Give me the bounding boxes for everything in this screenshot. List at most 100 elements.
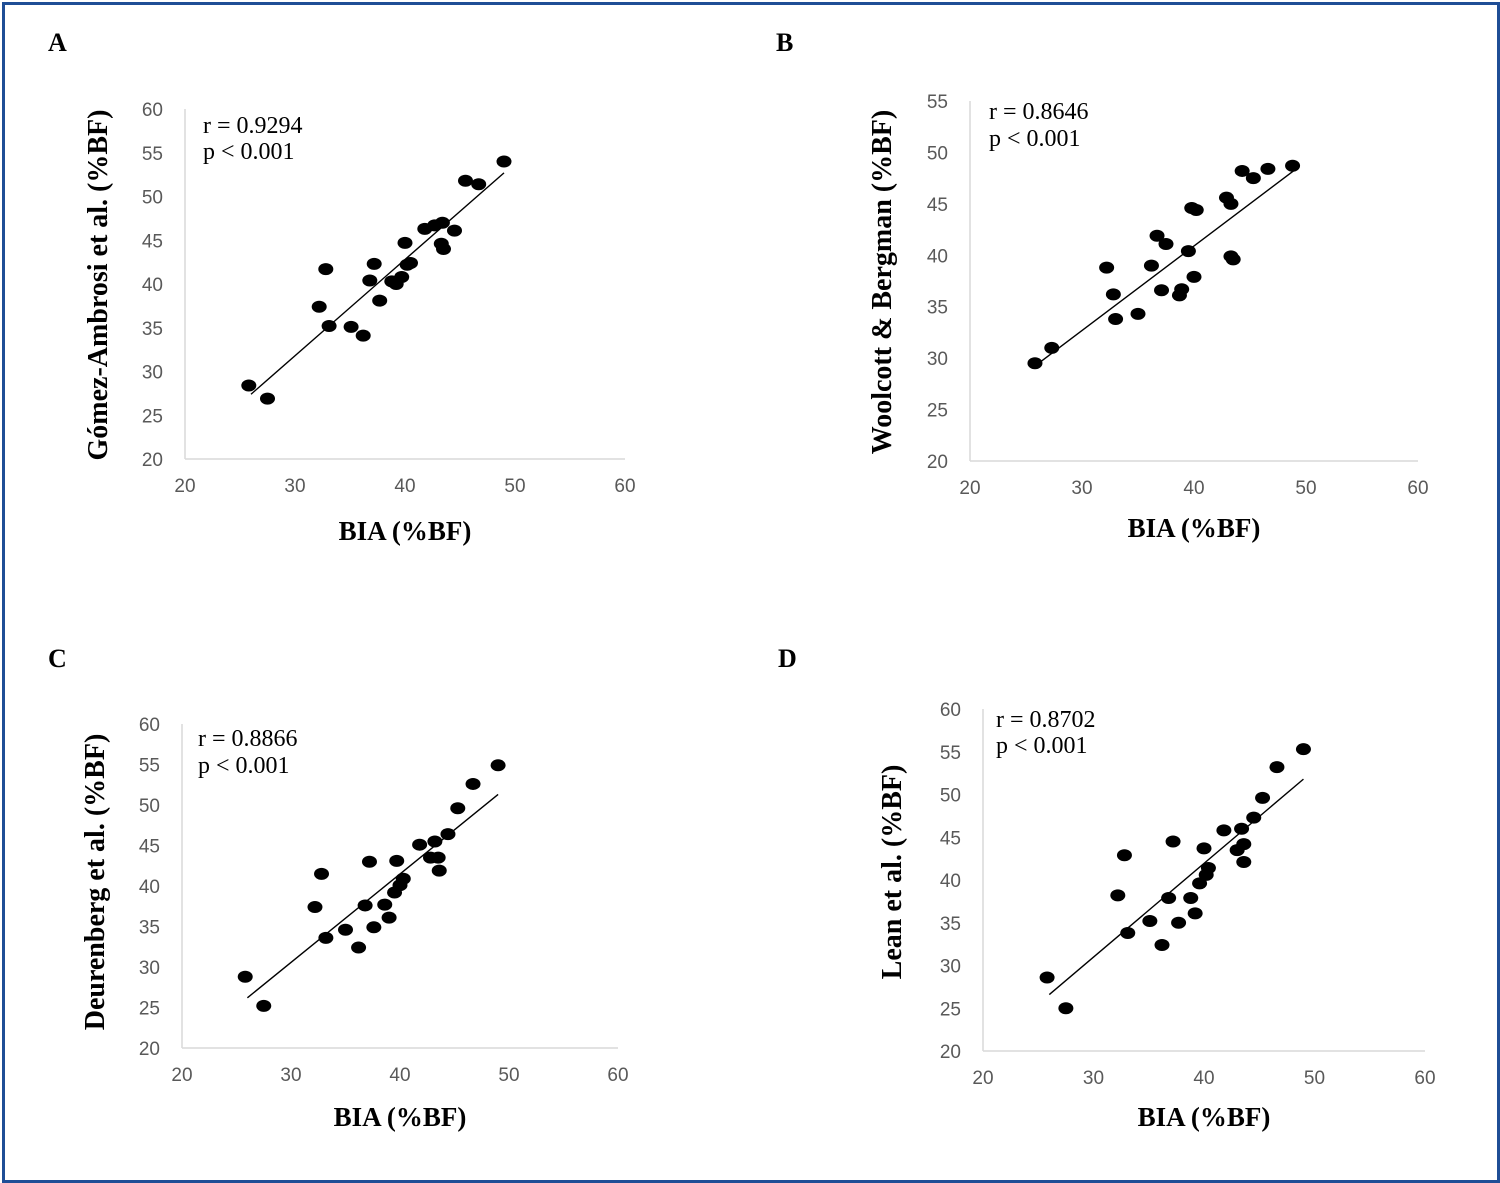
- panel-letter-b: B: [776, 28, 794, 57]
- y-tick-label: 45: [142, 231, 163, 252]
- data-point: [389, 854, 405, 867]
- data-point: [1196, 842, 1212, 855]
- data-point: [311, 300, 327, 313]
- y-tick-label: 20: [940, 1042, 961, 1063]
- data-point: [377, 898, 393, 911]
- data-point: [1058, 1002, 1074, 1015]
- x-tick-label: 50: [504, 476, 525, 497]
- x-tick-label: 50: [1304, 1068, 1325, 1089]
- data-point: [1188, 204, 1204, 217]
- data-point: [355, 329, 371, 342]
- y-tick-label: 50: [940, 786, 961, 807]
- panel-letter-c: C: [48, 644, 67, 673]
- data-point: [362, 274, 378, 287]
- x-tick-label: 20: [959, 478, 980, 499]
- data-point: [381, 911, 397, 924]
- y-tick-label: 30: [940, 957, 961, 978]
- x-tick-label: 20: [174, 476, 195, 497]
- y-tick-label: 30: [142, 363, 163, 384]
- data-point: [1161, 891, 1177, 904]
- y-tick-label: 30: [927, 349, 948, 370]
- data-point: [321, 320, 337, 332]
- data-point: [1183, 891, 1199, 904]
- data-point: [343, 320, 359, 333]
- x-tick-label: 40: [394, 476, 415, 497]
- y-tick-label: 30: [139, 958, 160, 979]
- data-point: [1246, 811, 1262, 824]
- panel-letter-a: A: [48, 28, 67, 57]
- y-tick-label: 60: [142, 100, 163, 121]
- y-tick-label: 50: [142, 188, 163, 209]
- x-tick-label: 30: [1083, 1068, 1104, 1089]
- y-tick-label: 25: [142, 406, 163, 427]
- data-point: [1130, 307, 1146, 320]
- x-tick-label: 40: [1183, 478, 1204, 499]
- data-point: [431, 864, 447, 877]
- x-tick-label: 30: [280, 1065, 301, 1086]
- p-value-annotation: p < 0.001: [203, 139, 295, 165]
- y-tick-label: 45: [940, 828, 961, 849]
- x-axis-label: BIA (%BF): [339, 516, 472, 546]
- y-tick-label: 35: [927, 298, 948, 319]
- data-point: [318, 931, 334, 944]
- data-point: [1039, 971, 1055, 984]
- y-tick-label: 20: [142, 450, 163, 471]
- data-point: [1174, 283, 1190, 296]
- data-point: [496, 155, 512, 168]
- data-point: [427, 835, 443, 848]
- data-point: [256, 999, 272, 1012]
- data-point: [1171, 916, 1187, 929]
- data-point: [1234, 164, 1250, 177]
- data-point: [430, 851, 446, 864]
- data-point: [1044, 341, 1060, 354]
- y-axis-label: Deurenberg et al. (%BF): [80, 734, 111, 1031]
- data-point: [338, 923, 353, 936]
- x-tick-label: 60: [1414, 1068, 1435, 1089]
- data-point: [1192, 877, 1208, 890]
- trendline: [1036, 169, 1296, 365]
- x-tick-label: 50: [1295, 478, 1316, 499]
- data-point: [1165, 835, 1181, 848]
- x-tick-label: 60: [607, 1065, 628, 1086]
- y-tick-label: 40: [139, 877, 160, 898]
- data-point: [1269, 761, 1285, 774]
- x-tick-label: 40: [1193, 1068, 1214, 1089]
- y-tick-label: 55: [940, 743, 961, 764]
- x-axis-label: BIA (%BF): [1138, 1102, 1271, 1132]
- y-axis-label: Gómez-Ambrosi et al. (%BF): [83, 110, 114, 461]
- data-point: [1027, 357, 1043, 370]
- data-point: [1110, 889, 1126, 902]
- data-point: [465, 777, 481, 790]
- data-point: [351, 941, 367, 954]
- data-point: [1223, 197, 1239, 210]
- y-tick-label: 60: [940, 700, 961, 721]
- x-tick-label: 20: [972, 1068, 993, 1089]
- data-point: [241, 379, 257, 392]
- p-value-annotation: p < 0.001: [996, 733, 1088, 759]
- data-point: [1236, 856, 1252, 869]
- y-tick-label: 55: [142, 144, 163, 165]
- data-point: [1154, 284, 1170, 297]
- data-point: [1149, 229, 1165, 242]
- data-point: [1099, 261, 1115, 274]
- r-value-annotation: r = 0.8646: [989, 99, 1089, 125]
- data-point: [1295, 743, 1311, 756]
- x-tick-label: 50: [498, 1065, 519, 1086]
- y-axis-label: Lean et al. (%BF): [877, 765, 908, 980]
- data-point: [1234, 822, 1250, 835]
- data-point: [1158, 237, 1174, 250]
- x-tick-label: 60: [1407, 478, 1428, 499]
- y-tick-label: 50: [139, 796, 160, 817]
- x-axis-label: BIA (%BF): [334, 1102, 467, 1132]
- data-point: [1120, 927, 1136, 940]
- y-tick-label: 40: [940, 871, 961, 892]
- data-point: [1200, 862, 1216, 875]
- data-point: [1225, 253, 1241, 266]
- data-point: [490, 759, 506, 772]
- y-axis-label: Woolcott & Bergman (%BF): [867, 110, 898, 455]
- x-axis-label: BIA (%BF): [1128, 513, 1261, 543]
- data-point: [1116, 849, 1132, 862]
- p-value-annotation: p < 0.001: [989, 126, 1081, 152]
